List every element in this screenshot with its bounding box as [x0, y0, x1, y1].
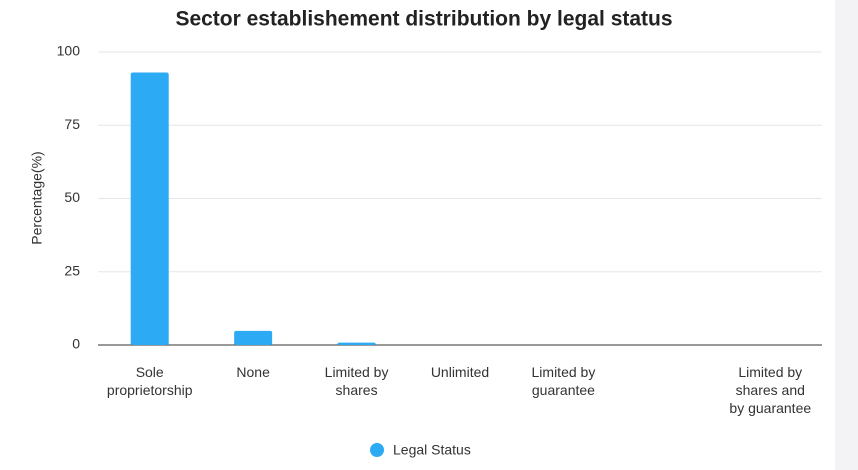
x-tick-label: Sole proprietorship — [107, 364, 193, 398]
bar — [234, 330, 273, 345]
x-tick-label: Limited by guarantee — [532, 364, 596, 398]
bar — [130, 72, 169, 345]
y-tick-label: 75 — [64, 116, 80, 132]
y-tick-label: 0 — [72, 336, 80, 352]
x-tick-label: Unlimited — [431, 364, 489, 380]
legend-label: Legal Status — [393, 442, 471, 458]
y-tick-label: 100 — [57, 43, 81, 59]
y-axis-title: Percentage(%) — [29, 151, 45, 244]
y-tick-label: 25 — [64, 262, 80, 278]
chart-title: Sector establishement distribution by le… — [175, 8, 672, 31]
x-tick-label: None — [236, 364, 270, 380]
bar — [337, 342, 376, 345]
y-tick-label: 50 — [64, 189, 80, 205]
x-tick-label: Limited by shares — [325, 364, 389, 398]
x-tick-label: Limited by shares and by guarantee — [729, 364, 811, 416]
legend-marker — [370, 443, 384, 457]
side-strip — [835, 0, 858, 470]
